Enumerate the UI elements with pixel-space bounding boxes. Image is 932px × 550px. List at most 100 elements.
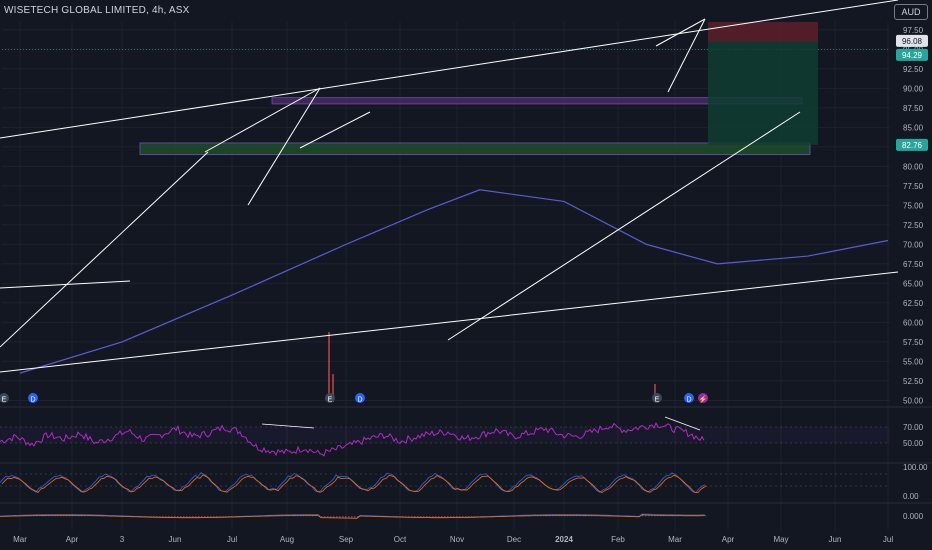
macd-hist xyxy=(441,516,443,518)
macd-hist xyxy=(213,516,215,518)
support-trendline-2 xyxy=(447,111,801,341)
x-tick-label: 3 xyxy=(120,535,125,544)
macd-hist xyxy=(429,516,431,518)
macd-hist xyxy=(324,516,326,518)
lower-channel-line xyxy=(0,271,899,373)
macd-hist xyxy=(192,516,194,518)
wedge-top-inner xyxy=(667,18,706,93)
x-tick-label: Apr xyxy=(722,535,735,544)
target-zone xyxy=(708,41,818,145)
macd-hist xyxy=(651,514,653,517)
x-axis: Mar Apr 3 Jun Jul Aug Sep Oct Nov Dec 2024 Feb Mar Ap… xyxy=(13,535,893,544)
current-price-label-text: 96.08 xyxy=(902,37,923,46)
split-marker xyxy=(698,393,708,403)
macd-hist xyxy=(648,514,650,517)
macd-hist xyxy=(705,515,707,517)
macd-hist xyxy=(339,516,341,518)
volume-bars xyxy=(328,332,656,402)
event-markers: E D E D E D ⚡ xyxy=(0,393,708,404)
x-tick-label: Jul xyxy=(883,535,893,544)
macd-hist xyxy=(423,516,425,518)
currency-button[interactable]: AUD xyxy=(894,4,928,20)
x-tick-label: Mar xyxy=(668,535,682,544)
macd-hist xyxy=(327,516,329,518)
y-tick-label: 57.50 xyxy=(903,338,924,347)
volume-spike xyxy=(654,384,656,402)
macd-hist xyxy=(321,516,323,518)
y-tick-label: 72.50 xyxy=(903,221,924,230)
macd-hist xyxy=(438,516,440,518)
macd-hist xyxy=(198,516,200,518)
macd-hist xyxy=(399,516,401,517)
macd-hist xyxy=(408,516,410,517)
x-tick-label: Aug xyxy=(280,535,294,544)
price-labels: 96.08 94.29 82.76 xyxy=(896,34,928,151)
macd-hist xyxy=(456,516,458,518)
macd-hist xyxy=(654,515,656,517)
indicator-tick-label: 50.00 xyxy=(903,439,924,448)
dividend-marker-label: D xyxy=(686,397,691,404)
macd-hist xyxy=(189,516,191,518)
macd-hist xyxy=(345,516,347,518)
macd-hist xyxy=(444,516,446,518)
chart-title: WISETECH GLOBAL LIMITED, 4h, ASX xyxy=(4,5,190,16)
current-price-label xyxy=(896,34,928,47)
macd-hist xyxy=(156,516,158,517)
last-price-label-text: 94.29 xyxy=(902,51,923,60)
x-tick-label: Dec xyxy=(507,535,521,544)
x-tick-label: 2024 xyxy=(555,535,573,544)
y-tick-label: 75.00 xyxy=(903,201,924,210)
macd-hist xyxy=(465,516,467,518)
y-tick-label: 70.00 xyxy=(903,240,924,249)
wedge-top-upper xyxy=(655,18,706,47)
macd-hist xyxy=(219,516,221,517)
macd-hist xyxy=(411,516,413,517)
indicator-tick-label: 100.00 xyxy=(903,463,928,472)
macd-hist xyxy=(477,516,479,517)
macd-hist xyxy=(222,516,224,517)
macd-hist xyxy=(159,516,161,517)
y-tick-label: 90.00 xyxy=(903,84,924,93)
macd-hist xyxy=(450,516,452,518)
dividend-marker-label: D xyxy=(357,397,362,404)
macd-hist xyxy=(333,516,335,518)
macd-hist xyxy=(210,516,212,518)
macd-hist xyxy=(453,516,455,518)
indicator-panes xyxy=(0,406,932,519)
macd-signal-line xyxy=(0,514,706,519)
macd-hist xyxy=(207,516,209,518)
macd-hist xyxy=(468,516,470,517)
y-tick-label: 55.00 xyxy=(903,357,924,366)
macd-hist xyxy=(162,516,164,518)
macd-hist xyxy=(177,516,179,518)
indicator-tick-label: 0.000 xyxy=(903,512,924,521)
macd-hist xyxy=(642,514,644,517)
macd-hist xyxy=(204,516,206,518)
x-tick-label: Jun xyxy=(169,535,182,544)
stoch-k-line xyxy=(0,472,706,493)
y-tick-label: 50.00 xyxy=(903,396,924,405)
rsi-line xyxy=(0,422,705,457)
macd-hist xyxy=(216,516,218,517)
macd-hist xyxy=(357,516,359,518)
macd-hist xyxy=(342,516,344,518)
macd-hist xyxy=(474,516,476,517)
macd-hist xyxy=(462,516,464,518)
macd-hist xyxy=(336,516,338,518)
earnings-marker xyxy=(652,393,662,403)
macd-hist xyxy=(420,516,422,518)
macd-hist xyxy=(402,516,404,517)
dividend-marker xyxy=(684,393,694,403)
support-trendline-1 xyxy=(0,151,209,348)
macd-hist xyxy=(171,516,173,518)
zones xyxy=(139,22,818,156)
earnings-marker-label: E xyxy=(655,397,660,404)
y-tick-label: 60.00 xyxy=(903,318,924,327)
y-axis: 97.5095.0092.5090.0087.5085.0082.5080.00… xyxy=(903,26,928,521)
macd-hist xyxy=(195,516,197,518)
y-tick-label: 97.50 xyxy=(903,26,924,35)
macd-hist xyxy=(201,516,203,518)
x-tick-label: Jun xyxy=(829,535,842,544)
x-tick-label: Jul xyxy=(227,535,237,544)
